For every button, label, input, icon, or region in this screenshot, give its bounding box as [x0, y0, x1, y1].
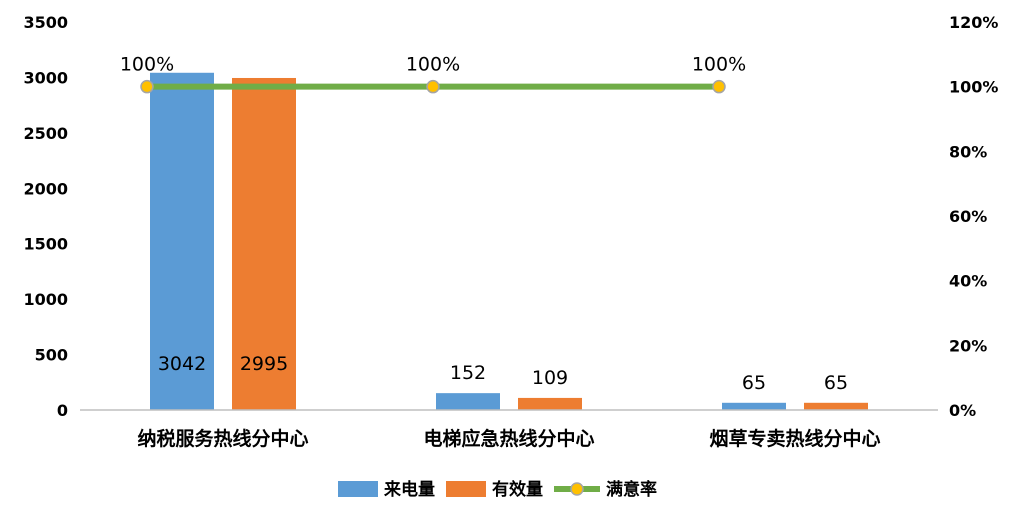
- bar-data-label: 2995: [240, 353, 288, 375]
- category-label: 烟草专卖热线分中心: [709, 427, 880, 450]
- bar-series: [150, 72, 868, 411]
- left-axis-tick-label: 500: [35, 346, 68, 365]
- bar-valid: [232, 77, 296, 411]
- bar-data-label: 109: [532, 367, 568, 389]
- satisfaction-marker: [426, 79, 440, 94]
- right-axis-tick-label: 20%: [949, 336, 987, 355]
- category-label: 电梯应急热线分中心: [423, 427, 594, 450]
- satisfaction-marker: [140, 79, 154, 94]
- left-axis-tick-label: 2500: [23, 124, 68, 143]
- category-label: 纳税服务热线分中心: [137, 427, 308, 450]
- left-axis-tick-label: 3500: [23, 13, 68, 32]
- right-axis-tick-label: 120%: [949, 13, 998, 32]
- bar-data-label: 65: [824, 372, 848, 394]
- legend-label: 有效量: [492, 479, 543, 500]
- bar-data-label: 65: [742, 372, 766, 394]
- bar-calls: [436, 393, 500, 410]
- legend-swatch-marker: [570, 482, 584, 496]
- bar-valid: [518, 397, 582, 410]
- right-axis-tick-label: 80%: [949, 142, 987, 161]
- bar-data-label: 3042: [158, 353, 206, 375]
- right-axis-tick-label: 40%: [949, 272, 987, 291]
- left-axis-tick-label: 1500: [23, 235, 68, 254]
- line-series: [140, 79, 726, 94]
- legend-swatch: [338, 481, 378, 497]
- bar-data-label: 152: [450, 362, 486, 384]
- bar-valid: [804, 402, 868, 410]
- right-axis-tick-label: 0%: [949, 401, 976, 420]
- left-axis-tick-label: 1000: [23, 290, 68, 309]
- left-axis-tick-label: 2000: [23, 179, 68, 198]
- bar-calls: [150, 72, 214, 410]
- legend-label: 满意率: [606, 479, 657, 500]
- x-axis-categories: 纳税服务热线分中心 电梯应急热线分中心 烟草专卖热线分中心: [137, 427, 880, 450]
- line-data-label: 100%: [406, 54, 460, 76]
- legend-label: 来电量: [383, 479, 435, 500]
- bar-calls: [722, 402, 786, 410]
- right-axis-tick-label: 60%: [949, 207, 987, 226]
- legend: 来电量 有效量 满意率: [338, 479, 657, 500]
- data-labels: 3042 2995 152 109 65 65 100% 100% 100%: [120, 54, 848, 394]
- satisfaction-marker: [712, 79, 726, 94]
- left-y-axis: 0 500 1000 1500 2000 2500 3000 3500: [23, 13, 68, 420]
- right-axis-tick-label: 100%: [949, 78, 998, 97]
- legend-swatch: [446, 481, 486, 497]
- right-y-axis: 0% 20% 40% 60% 80% 100% 120%: [949, 13, 998, 420]
- line-data-label: 100%: [692, 54, 746, 76]
- left-axis-tick-label: 0: [57, 401, 68, 420]
- line-data-label: 100%: [120, 54, 174, 76]
- left-axis-tick-label: 3000: [23, 68, 68, 87]
